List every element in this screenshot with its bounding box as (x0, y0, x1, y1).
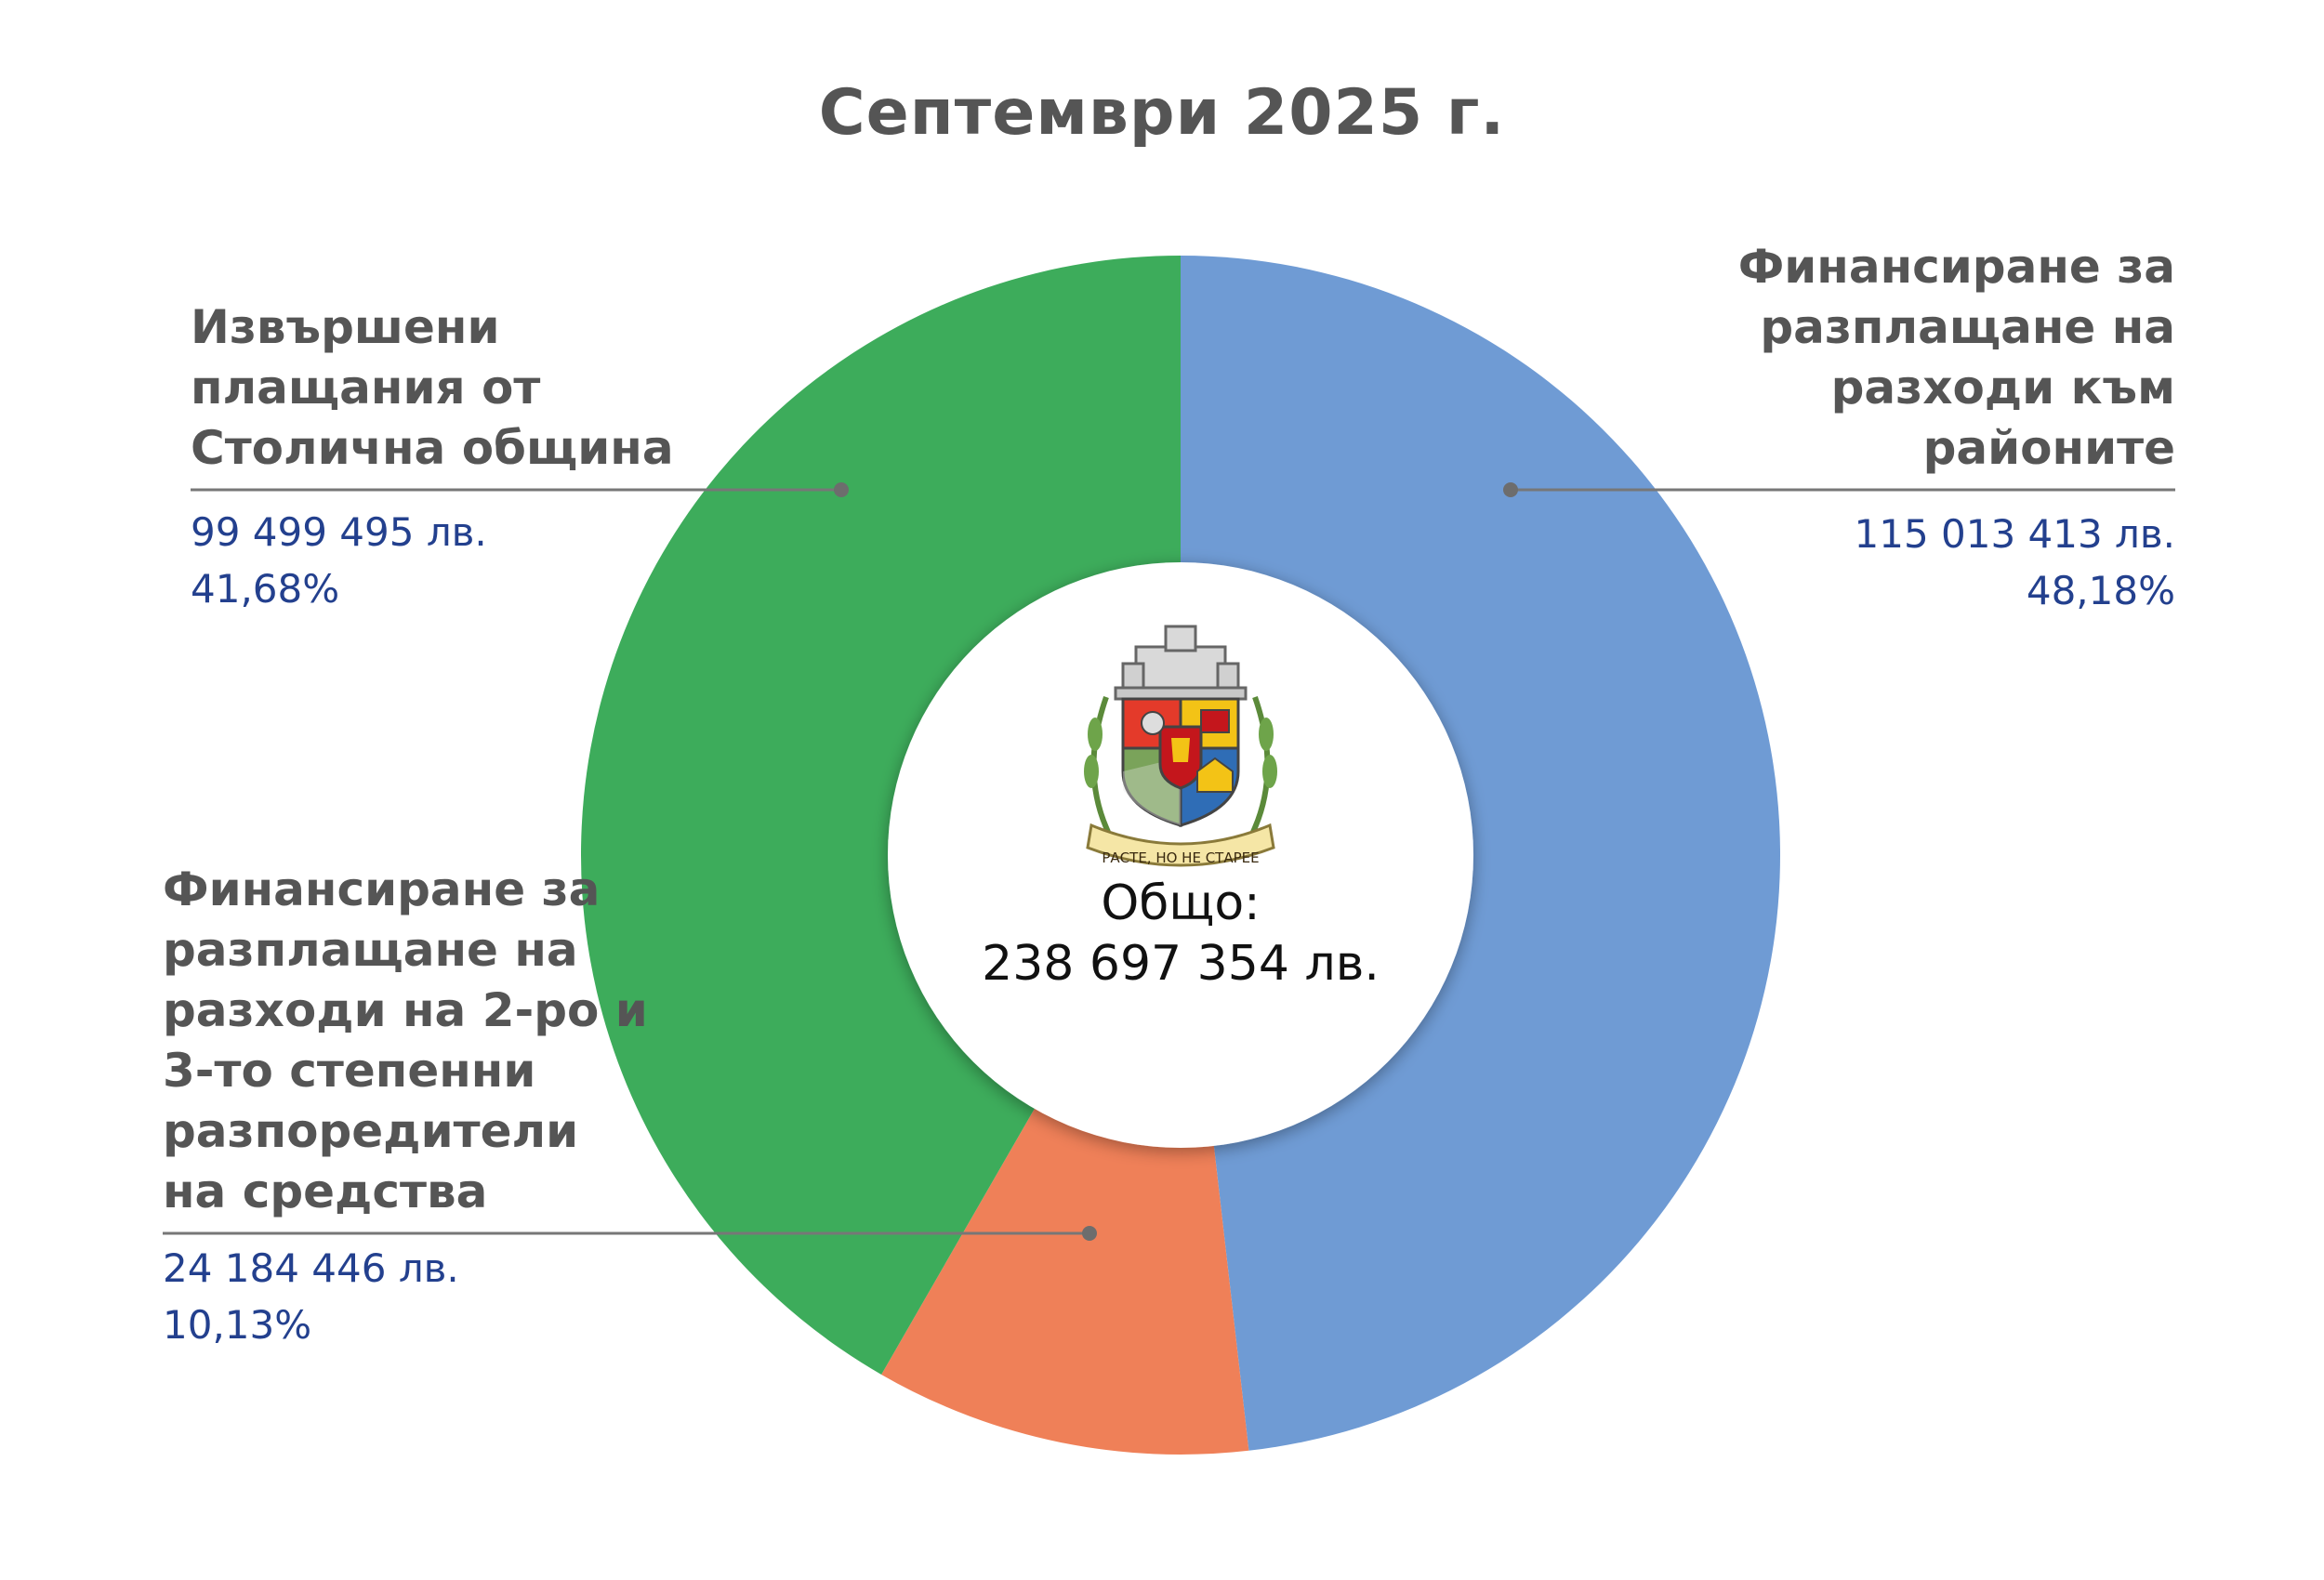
value-municipality: 99 499 495 лв. 41,68% (191, 505, 487, 618)
center-total-label: Общо: (1101, 876, 1261, 931)
label-secondary: Финансиране за разплащане на разходи на … (163, 862, 648, 1218)
emblem-motto: РАСТЕ, НО НЕ СТАРЕЕ (1102, 849, 1259, 866)
amount-districts: 115 013 413 лв. (1854, 511, 2176, 557)
label-districts: Финансиране за разплащане на разходи към… (1737, 240, 2175, 475)
percent-secondary: 10,13% (163, 1301, 312, 1348)
percent-districts: 48,18% (2026, 567, 2175, 613)
center-total: Общо: 238 697 354 лв. (948, 874, 1413, 994)
value-secondary: 24 184 446 лв. 10,13% (163, 1241, 459, 1354)
amount-secondary: 24 184 446 лв. (163, 1245, 459, 1291)
leader-dot-municipality (834, 482, 849, 497)
label-municipality: Извършени плащания от Столична община (191, 300, 674, 475)
value-districts: 115 013 413 лв. 48,18% (1855, 507, 2176, 620)
center-total-value: 238 697 354 лв. (982, 936, 1380, 992)
slice-districts (1181, 256, 1781, 1451)
sofia-coat-of-arms-icon (1084, 625, 1277, 867)
leader-dot-secondary (1082, 1226, 1097, 1241)
leader-dot-districts (1503, 482, 1518, 497)
percent-municipality: 41,68% (191, 565, 340, 612)
amount-municipality: 99 499 495 лв. (191, 509, 487, 555)
chart-title: Септември 2025 г. (818, 76, 1506, 150)
